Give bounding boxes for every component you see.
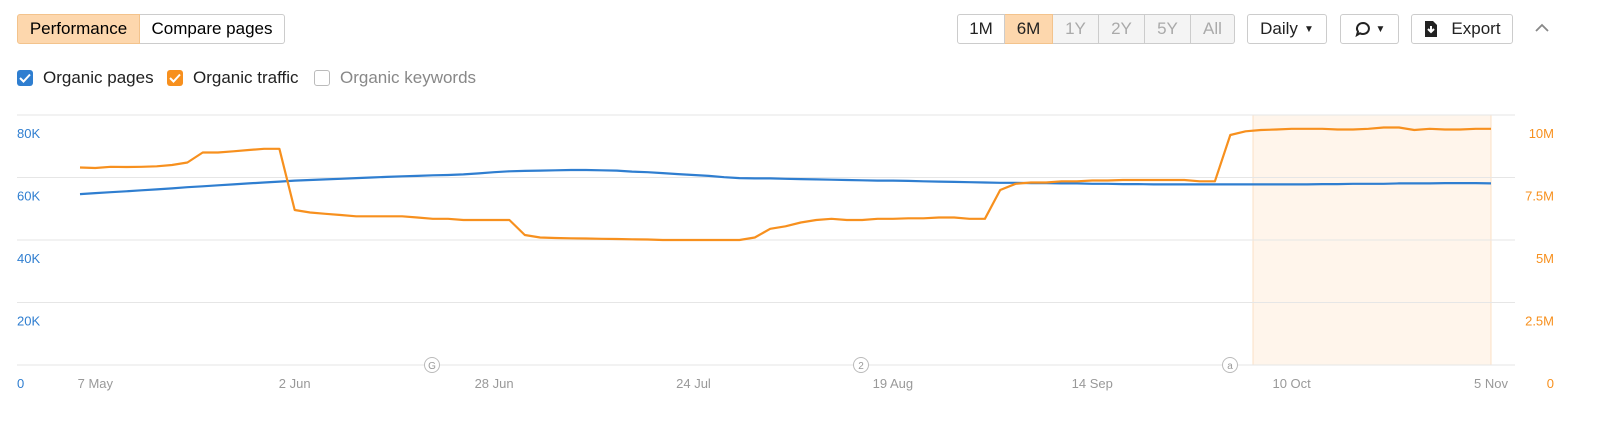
comment-icon: [1354, 21, 1370, 38]
y2-tick-label: 0: [1547, 376, 1554, 391]
x-tick-label: 7 May: [78, 376, 114, 391]
range-option: 1Y: [1053, 14, 1099, 44]
tab[interactable]: Compare pages: [140, 14, 285, 44]
comment-dropdown[interactable]: ▼: [1340, 14, 1399, 44]
annotation-marker: [853, 357, 869, 373]
export-icon: [1425, 21, 1438, 37]
y-tick-label: 60K: [17, 189, 40, 204]
legend-item[interactable]: Organic pages: [17, 68, 154, 88]
legend-label: Organic keywords: [340, 68, 477, 87]
y2-tick-label: 10M: [1529, 126, 1554, 141]
range-option: All: [1191, 14, 1235, 44]
x-tick-label: 24 Jul: [676, 376, 711, 391]
interval-label: Daily: [1260, 19, 1298, 38]
checkbox[interactable]: [167, 70, 183, 86]
legend-item[interactable]: Organic keywords: [314, 68, 476, 88]
y-tick-label: 20K: [17, 314, 40, 329]
export-label: Export: [1451, 19, 1501, 38]
x-tick-label: 28 Jun: [475, 376, 514, 391]
range-option[interactable]: 6M: [1005, 14, 1053, 44]
legend-label: Organic traffic: [193, 68, 299, 87]
annotation-label: G: [428, 361, 436, 372]
check-mark: [19, 73, 31, 83]
series-line: [79, 126, 1491, 242]
annotation-marker: [1222, 357, 1238, 373]
check-mark: [169, 73, 181, 83]
annotation-label: 2: [858, 361, 864, 372]
export-button[interactable]: Export: [1411, 14, 1513, 44]
x-tick-label: 10 Oct: [1272, 376, 1311, 391]
checkbox[interactable]: [17, 70, 33, 86]
caret: ▼: [1375, 23, 1386, 35]
tab[interactable]: Performance: [17, 14, 140, 44]
legend-item[interactable]: Organic traffic: [167, 68, 299, 88]
x-tick-label: 19 Aug: [873, 376, 914, 391]
y-tick-label: 0: [17, 376, 24, 391]
x-tick-label: 2 Jun: [279, 376, 311, 391]
range-option: 2Y: [1099, 14, 1145, 44]
range-option: 5Y: [1145, 14, 1191, 44]
checkbox[interactable]: [314, 70, 330, 86]
range-option[interactable]: 1M: [957, 14, 1005, 44]
legend-label: Organic pages: [43, 68, 154, 87]
x-tick-label: 14 Sep: [1072, 376, 1113, 391]
y2-tick-label: 7.5M: [1525, 189, 1554, 204]
y2-tick-label: 5M: [1536, 251, 1554, 266]
series-line: [79, 168, 1492, 196]
x-tick-label: 5 Nov: [1474, 376, 1508, 391]
caret: ▼: [1303, 23, 1314, 35]
collapse-button[interactable]: [1534, 21, 1550, 35]
interval-dropdown[interactable]: Daily ▼: [1247, 14, 1327, 44]
annotation-label: a: [1227, 361, 1233, 372]
y-tick-label: 40K: [17, 251, 40, 266]
y-tick-label: 80K: [17, 126, 40, 141]
y2-tick-label: 2.5M: [1525, 314, 1554, 329]
annotation-marker: [424, 357, 440, 373]
